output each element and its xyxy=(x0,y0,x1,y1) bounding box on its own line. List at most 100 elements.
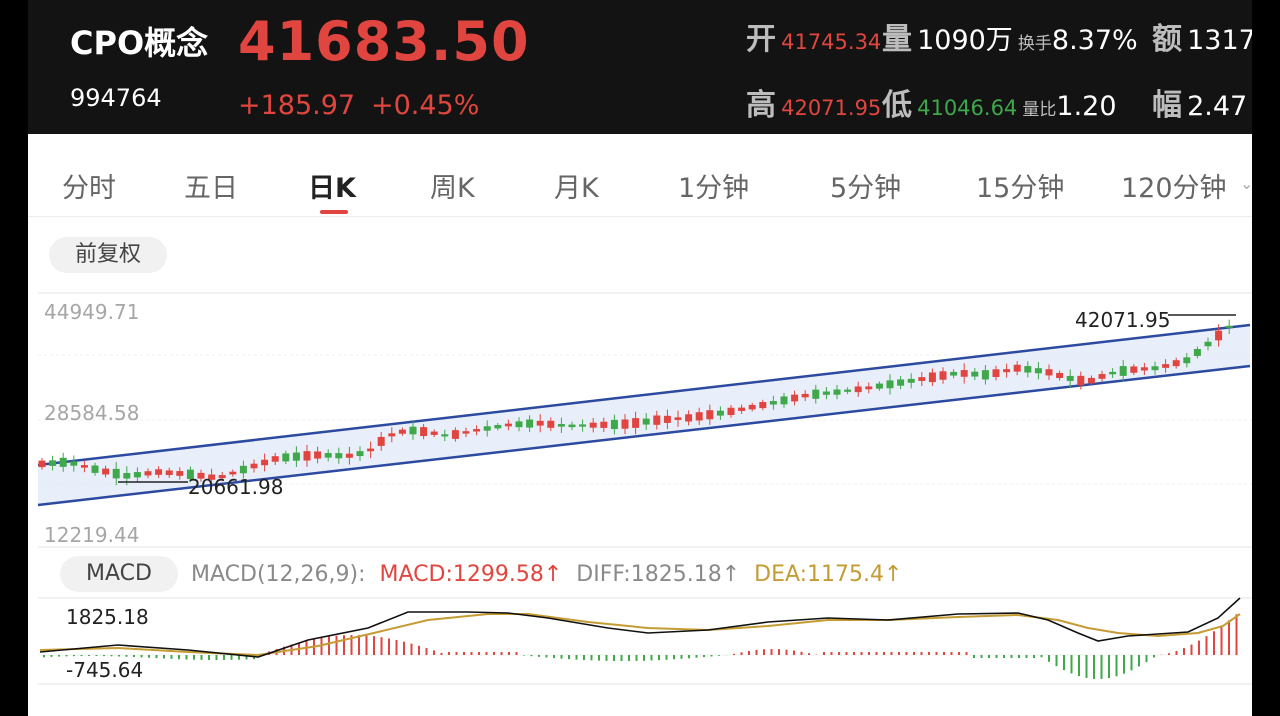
candle-body xyxy=(568,424,576,428)
y-axis-mid-label: 28584.58 xyxy=(44,401,140,425)
candle-body xyxy=(1013,364,1021,372)
candle-body xyxy=(1098,374,1106,379)
high-label: 高 xyxy=(746,88,776,123)
macd-max-label: 1825.18 xyxy=(66,605,149,629)
candle-body xyxy=(610,419,618,430)
candle-body xyxy=(589,422,597,428)
candle-body xyxy=(706,410,714,420)
candle-body xyxy=(748,404,756,410)
tab-monthly-k[interactable]: 月K xyxy=(554,173,599,204)
candle-body xyxy=(1130,366,1138,373)
candle-body xyxy=(504,423,512,427)
stock-code: 994764 xyxy=(70,84,162,112)
candle-body xyxy=(462,431,470,434)
chevron-down-icon[interactable]: ⌄ xyxy=(1240,174,1252,193)
candle-body xyxy=(674,417,682,420)
candle-body xyxy=(579,424,587,427)
tab-120min[interactable]: 120分钟 xyxy=(1121,173,1227,204)
candle-body xyxy=(303,451,311,461)
tab-daily-k[interactable]: 日K xyxy=(308,173,356,204)
candle-body xyxy=(780,396,788,405)
candles xyxy=(38,319,1233,486)
candle-body xyxy=(1215,330,1223,341)
candle-body xyxy=(716,410,724,416)
candle-body xyxy=(886,380,894,389)
adjust-button[interactable]: 前复权 xyxy=(49,237,167,273)
channel-lower-line xyxy=(37,364,1251,507)
candle-body xyxy=(38,460,46,468)
candle-body xyxy=(483,426,491,431)
candle-body xyxy=(632,418,640,428)
candle-body xyxy=(1193,349,1201,356)
candle-body xyxy=(49,460,57,466)
candle-body xyxy=(685,414,693,422)
tab-1min[interactable]: 1分钟 xyxy=(678,173,750,204)
candle-body xyxy=(791,394,799,402)
turnover-value: 8.37% xyxy=(1051,25,1138,56)
candle-body xyxy=(727,407,735,416)
high-stat: 高 42071.95 xyxy=(746,80,881,124)
y-axis-min-label: 12219.44 xyxy=(44,523,140,547)
stock-name: CPO概念 xyxy=(70,24,209,62)
candle-body xyxy=(430,431,438,435)
turnover-label: 换手 xyxy=(1017,34,1052,54)
candle-body xyxy=(250,463,258,469)
candle-body xyxy=(1056,372,1064,379)
candle-body xyxy=(388,433,396,437)
candle-body xyxy=(314,451,322,459)
amount-stat: 额 1317 xyxy=(1152,14,1252,58)
candle-body xyxy=(1087,377,1095,384)
candle-body xyxy=(377,436,385,446)
macd-value: MACD:1299.58↑ xyxy=(379,562,563,587)
dea-line xyxy=(39,613,1241,657)
candle-body xyxy=(1024,366,1032,373)
candle-body xyxy=(1034,368,1042,374)
vol-ratio-label: 量比 xyxy=(1022,100,1057,120)
diff-line xyxy=(39,597,1241,658)
candle-body xyxy=(1151,366,1159,371)
candle-body xyxy=(822,391,830,395)
candle-body xyxy=(928,372,936,383)
candle-body xyxy=(865,386,873,390)
candle-body xyxy=(367,448,375,452)
candle-body xyxy=(939,371,947,380)
volume-stat: 量 1090万 换手8.37% xyxy=(882,14,1138,58)
macd-histogram xyxy=(43,614,1238,679)
tab-15min[interactable]: 15分钟 xyxy=(976,173,1065,204)
amplitude-label: 幅 xyxy=(1152,88,1182,123)
candle-body xyxy=(356,451,364,457)
candle-body xyxy=(282,453,290,462)
vol-ratio-value: 1.20 xyxy=(1056,91,1117,122)
candle-body xyxy=(208,474,216,480)
candle-body xyxy=(144,471,152,476)
candle-body xyxy=(918,377,926,381)
candle-body xyxy=(600,421,608,428)
candle-body xyxy=(621,419,629,429)
candle-body xyxy=(769,401,777,405)
tab-intraday[interactable]: 分时 xyxy=(62,173,116,204)
kline-chart[interactable] xyxy=(28,0,1252,716)
candle-body xyxy=(971,371,979,377)
candle-body xyxy=(112,468,120,479)
candle-body xyxy=(1204,341,1212,347)
candle-body xyxy=(833,389,841,395)
candle-body xyxy=(197,472,205,479)
dea-value: DEA:1175.4↑ xyxy=(754,562,903,587)
tab-five-day[interactable]: 五日 xyxy=(184,173,238,204)
tab-5min[interactable]: 5分钟 xyxy=(830,173,902,204)
candle-body xyxy=(218,475,226,479)
candle-body xyxy=(239,465,247,474)
candle-body xyxy=(345,453,353,458)
candle-body xyxy=(91,465,99,473)
tab-weekly-k[interactable]: 周K xyxy=(430,173,475,204)
open-label: 开 xyxy=(746,22,776,57)
candle-body xyxy=(801,393,809,398)
candle-body xyxy=(663,415,671,423)
candle-body xyxy=(292,452,300,461)
macd-indicator-button[interactable]: MACD xyxy=(60,556,178,592)
price-change: +185.97 xyxy=(238,90,356,121)
candle-body xyxy=(494,425,502,429)
candle-body xyxy=(409,426,417,435)
candle-body xyxy=(102,468,110,475)
candle-body xyxy=(441,434,449,437)
